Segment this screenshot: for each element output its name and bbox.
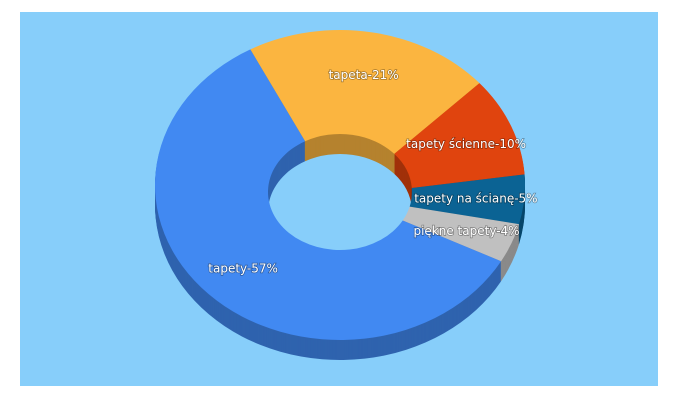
- data-label: tapety na ścianę-5%: [414, 192, 537, 206]
- data-label: tapety-57%: [208, 262, 278, 276]
- slice: [394, 83, 525, 189]
- slice: [250, 29, 480, 154]
- slice: [409, 174, 526, 225]
- slice: [155, 49, 502, 340]
- data-label: tapeta-21%: [329, 68, 399, 82]
- slice: [402, 206, 520, 262]
- data-label: piękne tapety-4%: [413, 224, 519, 238]
- data-label: tapety ścienne-10%: [406, 137, 526, 151]
